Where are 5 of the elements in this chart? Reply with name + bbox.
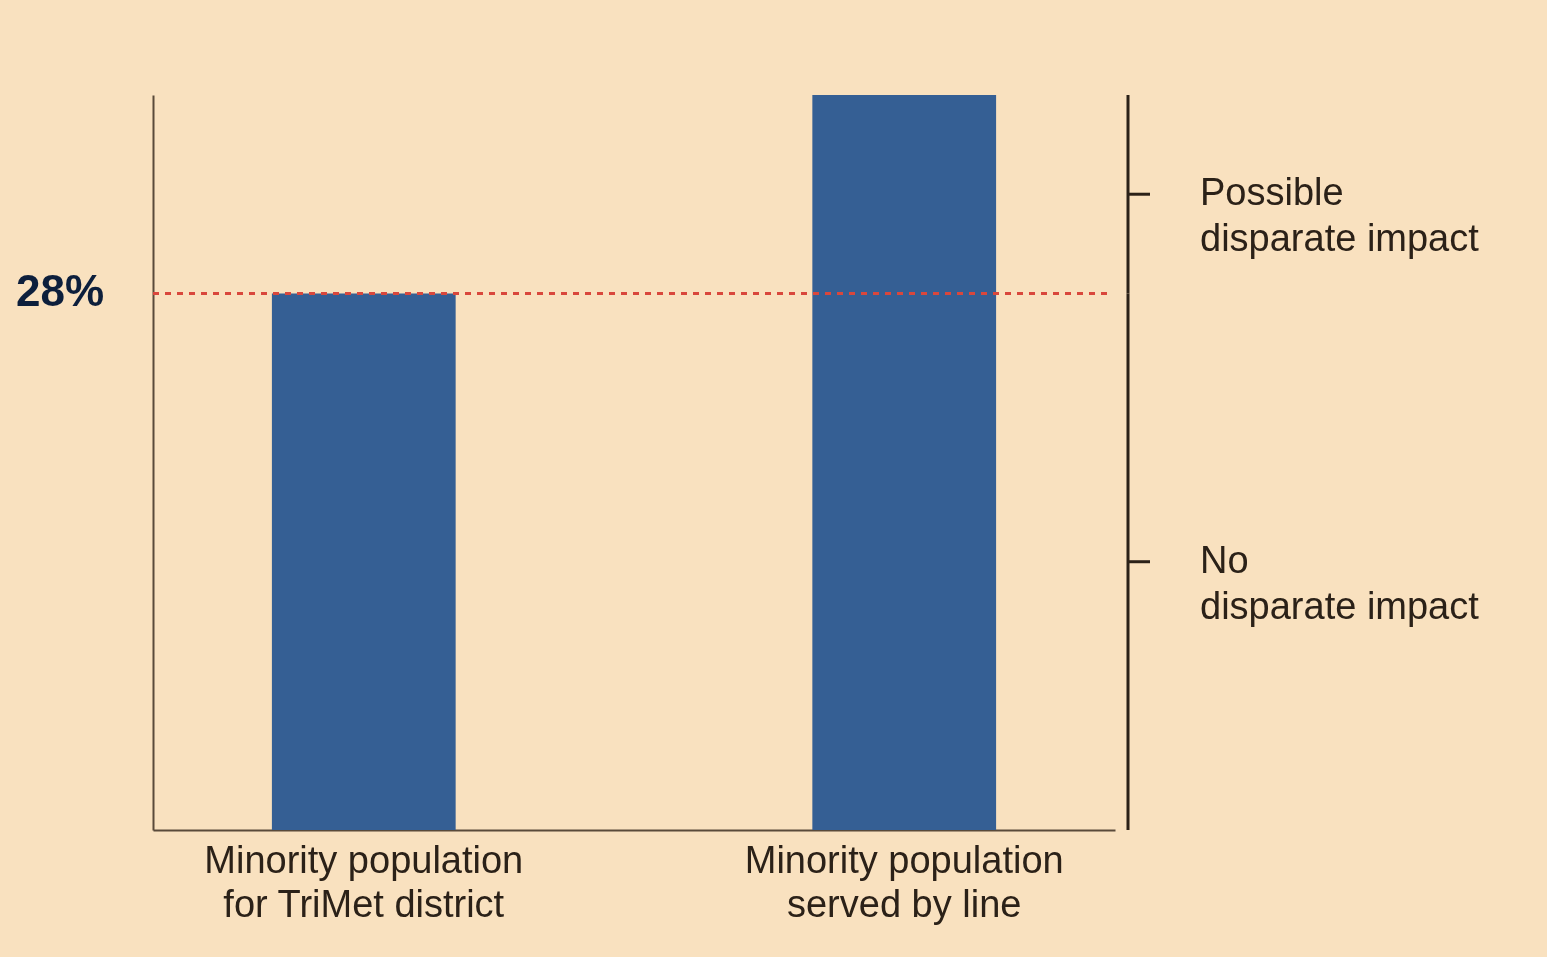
text: No disparate impact	[1200, 538, 1480, 627]
x-tick-label: Minority population served by line	[744, 838, 1064, 925]
text: 28%	[15, 266, 105, 316]
x-tick-label: Minority population for TriMet district	[204, 838, 524, 925]
text: Possible disparate impact	[1200, 171, 1480, 260]
